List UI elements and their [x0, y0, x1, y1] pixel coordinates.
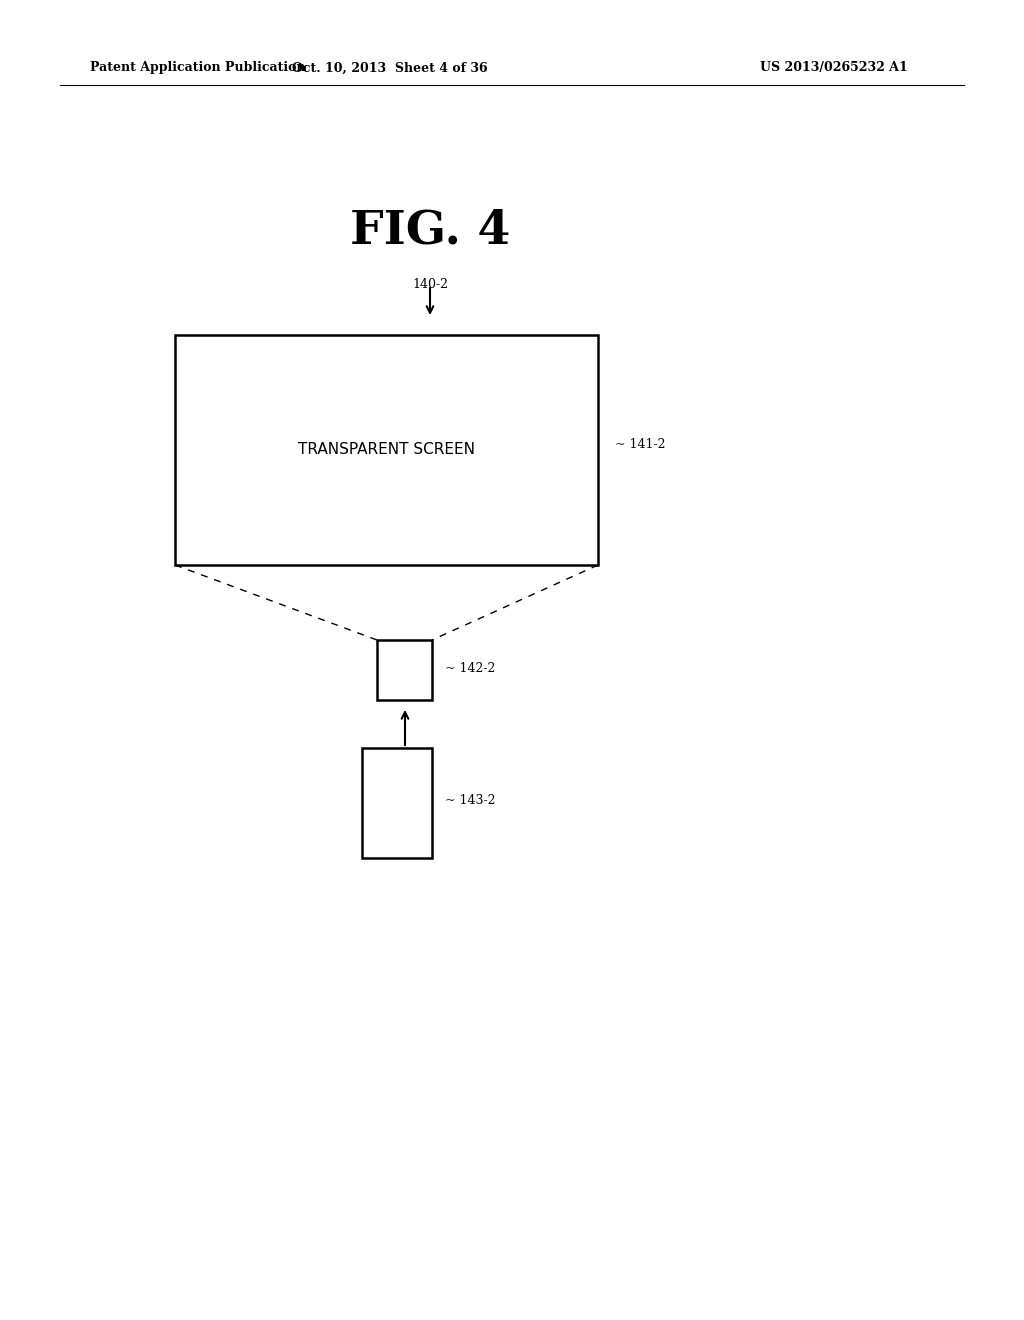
Text: 140-2: 140-2 — [412, 279, 449, 290]
Bar — [377, 640, 432, 700]
Text: ~ 143-2: ~ 143-2 — [445, 793, 496, 807]
Text: Oct. 10, 2013  Sheet 4 of 36: Oct. 10, 2013 Sheet 4 of 36 — [292, 62, 487, 74]
Text: ~ 141-2: ~ 141-2 — [615, 438, 666, 451]
Bar — [362, 748, 432, 858]
Bar — [175, 335, 598, 565]
Text: FIG. 4: FIG. 4 — [350, 207, 510, 253]
Text: Patent Application Publication: Patent Application Publication — [90, 62, 305, 74]
Text: TRANSPARENT SCREEN: TRANSPARENT SCREEN — [299, 442, 475, 458]
Text: ~ 142-2: ~ 142-2 — [445, 661, 496, 675]
Text: US 2013/0265232 A1: US 2013/0265232 A1 — [760, 62, 907, 74]
